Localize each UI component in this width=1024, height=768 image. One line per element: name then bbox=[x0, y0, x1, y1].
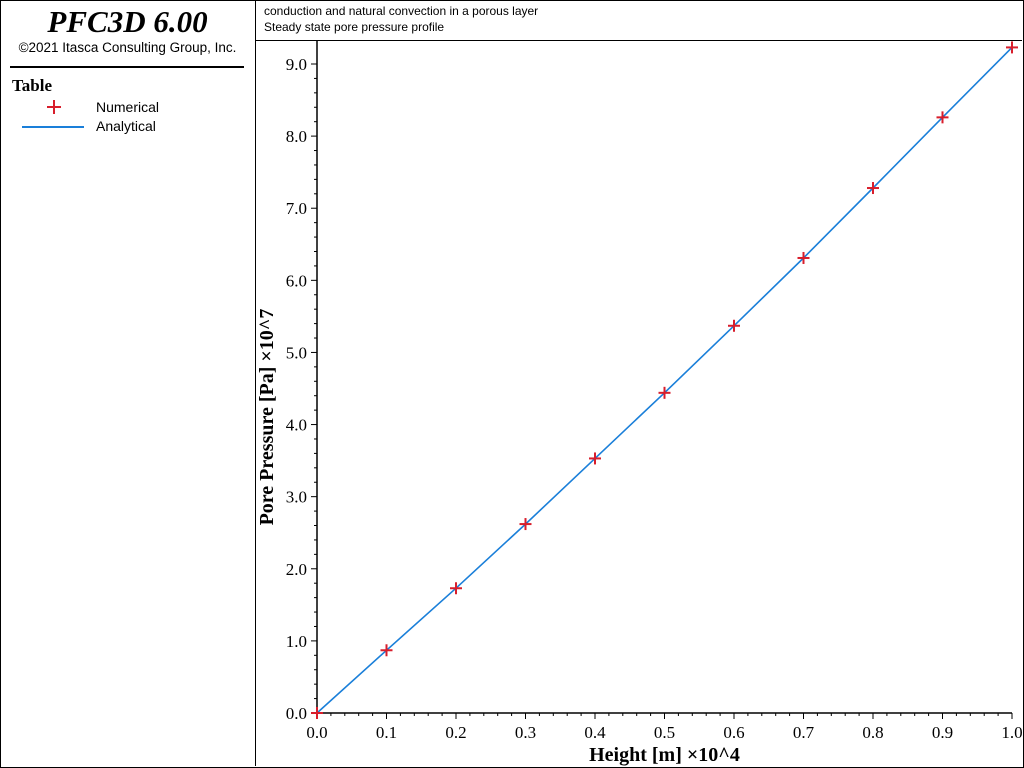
y-tick-label: 9.0 bbox=[286, 55, 307, 74]
numerical-point bbox=[936, 111, 949, 124]
numerical-point bbox=[728, 319, 740, 332]
analytical-line bbox=[316, 46, 1013, 714]
x-tick-label: 0.0 bbox=[306, 723, 327, 742]
x-tick-label: 0.6 bbox=[723, 723, 744, 742]
y-tick-label: 8.0 bbox=[286, 127, 307, 146]
y-tick-label: 2.0 bbox=[286, 560, 307, 579]
y-axis-label: Pore Pressure [Pa] ×10^7 bbox=[256, 309, 278, 526]
legend-title: Table bbox=[12, 76, 53, 95]
numerical-point bbox=[311, 707, 323, 719]
x-tick-label: 0.7 bbox=[793, 723, 815, 742]
app-title: PFC3D 6.00 bbox=[47, 4, 208, 39]
y-tick-label: 5.0 bbox=[286, 343, 307, 362]
legend-panel: PFC3D 6.00 ©2021 Itasca Consulting Group… bbox=[0, 0, 256, 766]
line-marker-icon bbox=[22, 126, 84, 128]
y-tick-label: 7.0 bbox=[286, 199, 307, 218]
legend-label-analytical: Analytical bbox=[96, 118, 156, 134]
x-tick-label: 0.8 bbox=[862, 723, 883, 742]
numerical-point bbox=[1006, 41, 1018, 54]
x-tick-label: 0.2 bbox=[445, 723, 466, 742]
x-tick-label: 0.4 bbox=[584, 723, 606, 742]
caption-line-2: Steady state pore pressure profile bbox=[264, 20, 445, 34]
legend-item-analytical: Analytical bbox=[22, 117, 242, 135]
legend-item-numerical: Numerical bbox=[22, 98, 242, 116]
numerical-point bbox=[867, 182, 879, 195]
numerical-point bbox=[589, 452, 601, 465]
numerical-point bbox=[519, 518, 532, 531]
x-axis-label: Height [m] ×10^4 bbox=[589, 744, 740, 766]
y-tick-label: 4.0 bbox=[286, 416, 307, 435]
numerical-point bbox=[450, 582, 462, 595]
plot-caption: conduction and natural convection in a p… bbox=[256, 0, 1022, 41]
plus-marker-icon bbox=[47, 100, 61, 114]
y-tick-label: 3.0 bbox=[286, 488, 307, 507]
numerical-point bbox=[797, 251, 810, 264]
y-tick-label: 1.0 bbox=[286, 632, 307, 651]
pore-pressure-chart: 0.0 1.0 2.0 3.0 4.0 5.0 6.0 7.0 8.0 9.0 0.0 0.1 0.2 0… bbox=[256, 41, 1022, 766]
numerical-point bbox=[380, 644, 393, 657]
caption-line-1: conduction and natural convection in a p… bbox=[264, 4, 539, 18]
y-tick-label: 0.0 bbox=[286, 704, 307, 723]
legend-divider bbox=[10, 66, 244, 68]
x-tick-label: 0.9 bbox=[932, 723, 953, 742]
numerical-point bbox=[658, 386, 671, 399]
y-tick-label: 6.0 bbox=[286, 271, 307, 290]
x-tick-label: 0.3 bbox=[515, 723, 536, 742]
legend-label-numerical: Numerical bbox=[96, 99, 160, 115]
x-tick-label: 1.0 bbox=[1001, 723, 1022, 742]
x-tick-label: 0.1 bbox=[376, 723, 397, 742]
x-tick-label: 0.5 bbox=[654, 723, 675, 742]
copyright-text: ©2021 Itasca Consulting Group, Inc. bbox=[18, 40, 237, 55]
